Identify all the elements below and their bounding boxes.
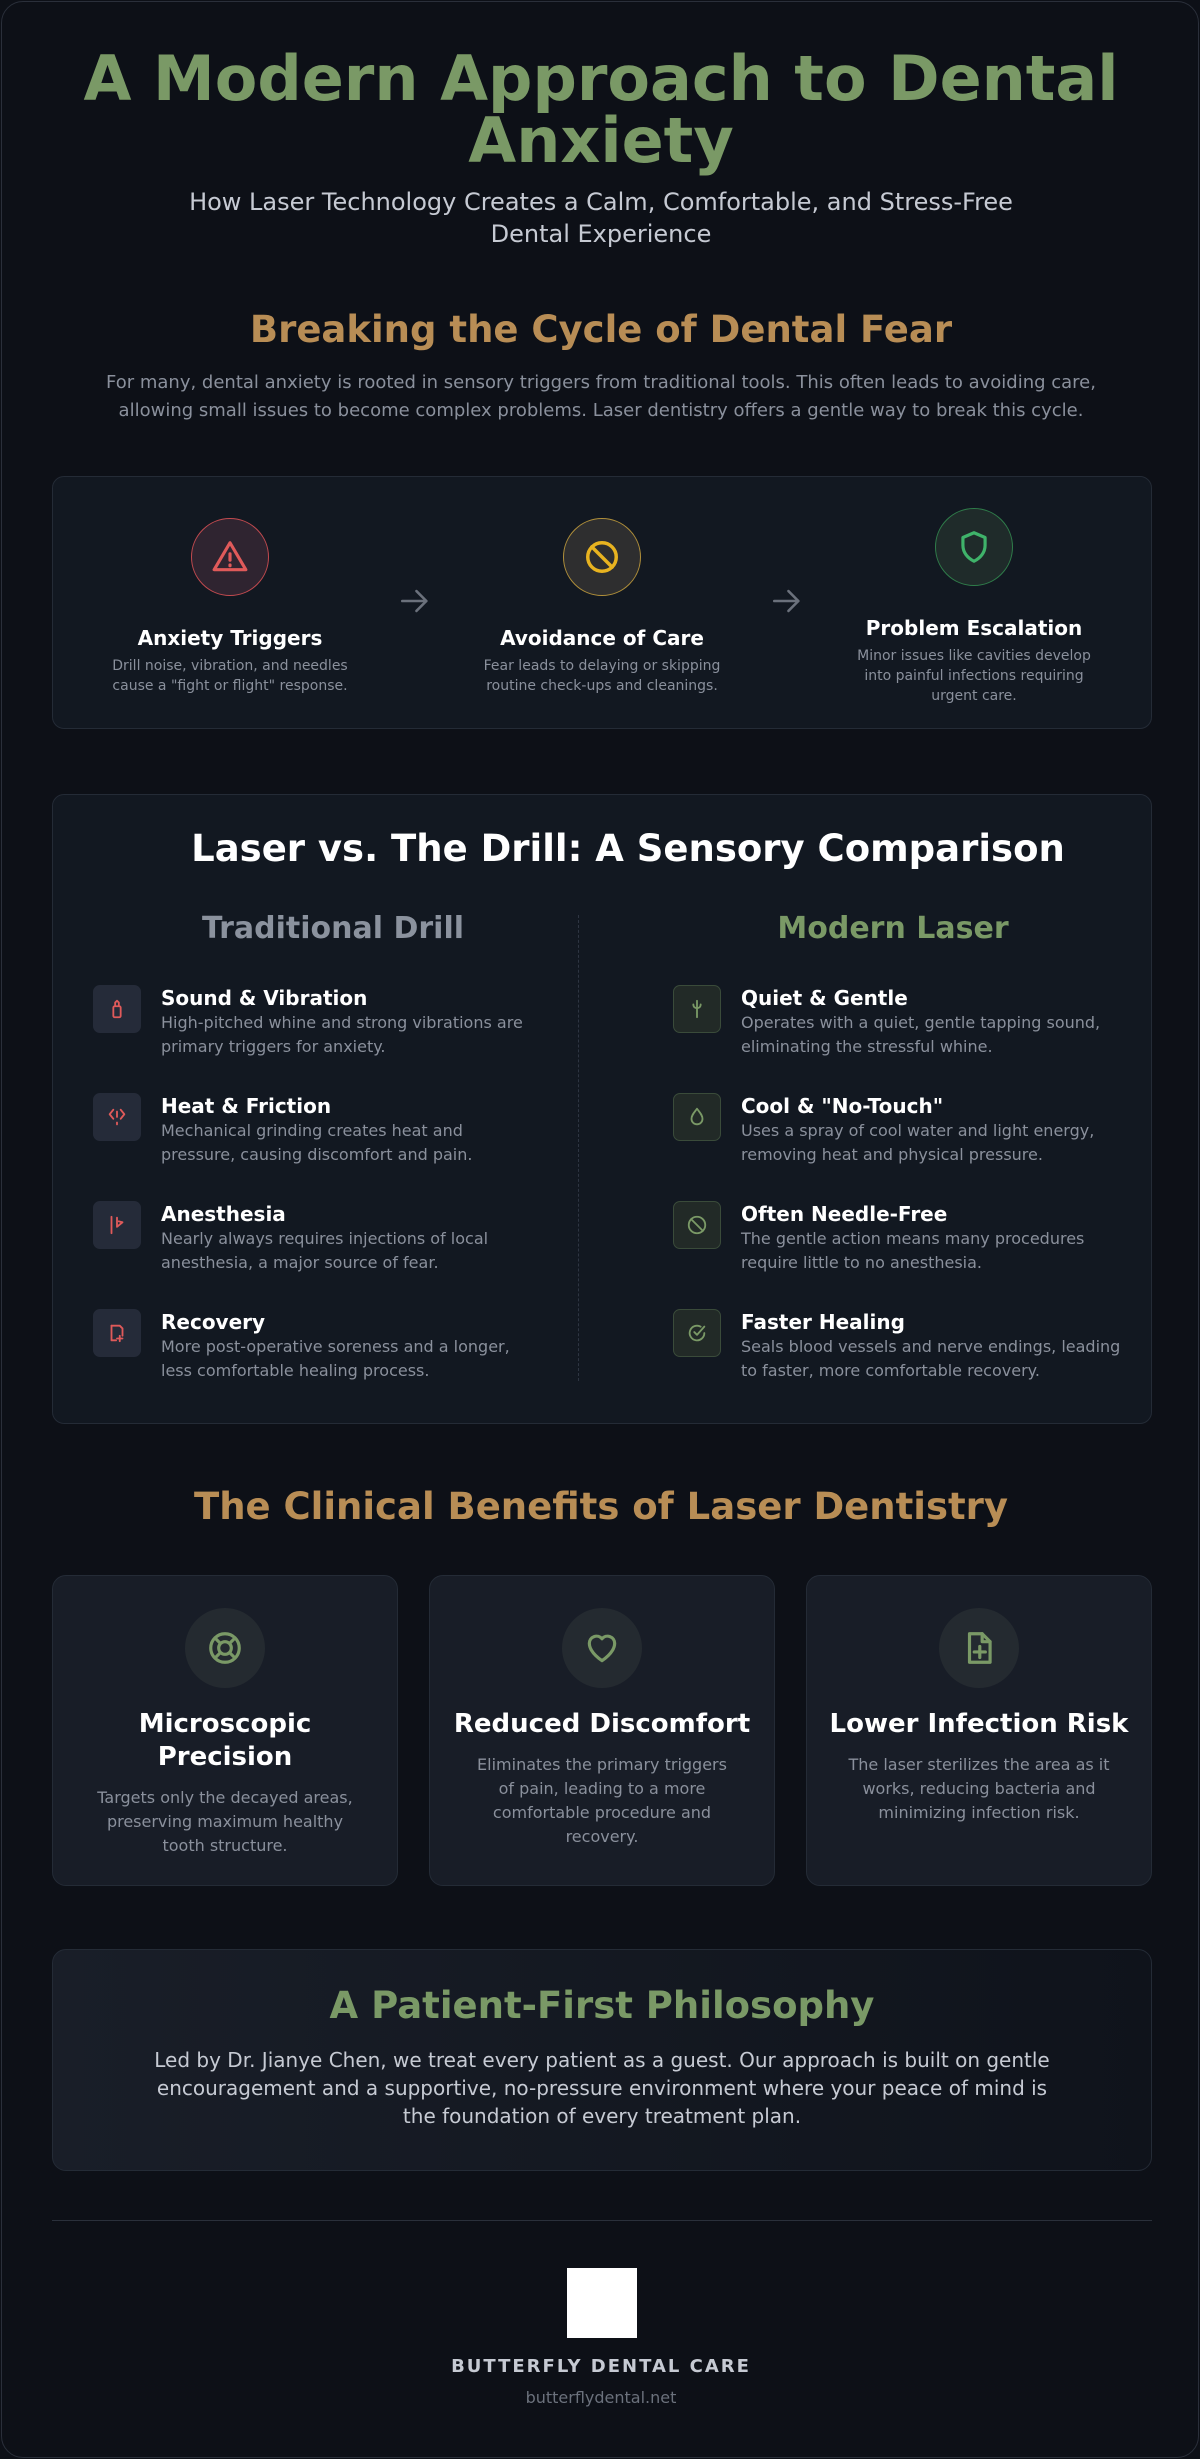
benefit-description: Eliminates the primary triggers of pain,… [477,1755,727,1846]
item-description: Mechanical grinding creates heat and pre… [161,1121,473,1164]
cycle-step-title: Anxiety Triggers [137,626,323,650]
benefit-title: Reduced Discomfort [453,1709,751,1739]
item-description: Uses a spray of cool water and light ene… [741,1121,1095,1164]
benefit-card-infection: Lower Infection Risk The laser sterilize… [806,1575,1152,1886]
shield-icon [935,508,1013,586]
syringe-icon [93,1201,141,1249]
cycle-step-avoidance: Avoidance of Care Fear leads to delaying… [472,518,732,696]
water-drop-icon [673,1093,721,1141]
no-entry-icon [563,518,641,596]
no-needle-icon [673,1201,721,1249]
comparison-title: Laser vs. The Drill: A Sensory Compariso… [191,827,1065,870]
item-title: Faster Healing [741,1310,905,1334]
medical-file-icon [939,1608,1019,1688]
cycle-section-description: For many, dental anxiety is rooted in se… [106,372,1096,421]
arrow-right-icon [400,589,428,613]
cycle-step-description: Minor issues like cavities develop into … [857,648,1091,704]
column-heading-laser: Modern Laser [777,911,1009,946]
item-title: Heat & Friction [161,1094,332,1118]
philosophy-panel: A Patient-First Philosophy Led by Dr. Ji… [52,1949,1152,2171]
cycle-section-title: Breaking the Cycle of Dental Fear [249,308,953,351]
cycle-step-description: Fear leads to delaying or skipping routi… [483,658,721,694]
item-description: The gentle action means many procedures … [741,1229,1085,1272]
benefit-card-precision: Microscopic Precision Targets only the d… [52,1575,398,1886]
philosophy-text: Led by Dr. Jianye Chen, we treat every p… [154,2048,1050,2128]
recovery-note-icon [93,1309,141,1357]
item-title: Recovery [161,1310,266,1334]
check-circle-icon [673,1309,721,1357]
laser-beam-icon [673,985,721,1033]
benefit-description: The laser sterilizes the area as it work… [848,1755,1110,1822]
cycle-step-anxiety-triggers: Anxiety Triggers Drill noise, vibration,… [100,518,360,696]
footer-divider [52,2220,1152,2221]
brand-name: BUTTERFLY DENTAL CARE [451,2356,751,2377]
warning-triangle-icon [191,518,269,596]
item-title: Cool & "No-Touch" [741,1094,944,1118]
item-description: Seals blood vessels and nerve endings, l… [741,1337,1121,1380]
item-description: High-pitched whine and strong vibrations… [161,1013,523,1056]
logo [567,2268,637,2338]
item-description: More post-operative soreness and a longe… [161,1337,510,1380]
cycle-step-description: Drill noise, vibration, and needles caus… [112,658,348,694]
cycle-step-escalation: Problem Escalation Minor issues like cav… [844,508,1104,706]
benefit-title: Microscopic Precision [138,1709,312,1772]
item-title: Often Needle-Free [741,1202,948,1226]
drill-bit-icon [93,985,141,1033]
comparison-panel: Laser vs. The Drill: A Sensory Compariso… [52,794,1152,1424]
item-description: Nearly always requires injections of loc… [161,1229,489,1272]
benefit-title: Lower Infection Risk [829,1709,1129,1739]
item-title: Quiet & Gentle [741,986,908,1010]
item-title: Sound & Vibration [161,986,368,1010]
page-subtitle: How Laser Technology Creates a Calm, Com… [189,188,1013,248]
cycle-step-title: Problem Escalation [865,616,1083,640]
benefit-description: Targets only the decayed areas, preservi… [97,1788,353,1855]
item-title: Anesthesia [161,1202,286,1226]
benefit-card-discomfort: Reduced Discomfort Eliminates the primar… [429,1575,775,1886]
arrow-right-icon [772,589,800,613]
item-description: Operates with a quiet, gentle tapping so… [741,1013,1101,1056]
heart-icon [562,1608,642,1688]
column-divider [578,915,579,1381]
benefits-section-title: The Clinical Benefits of Laser Dentistry [193,1485,1009,1528]
column-heading-drill: Traditional Drill [201,911,465,946]
cycle-step-title: Avoidance of Care [500,626,704,650]
friction-heat-icon [93,1093,141,1141]
lifebuoy-icon [185,1608,265,1688]
page-title: A Modern Approach to Dental Anxiety [83,42,1119,177]
philosophy-title: A Patient-First Philosophy [329,1984,875,2027]
website-link[interactable]: butterflydental.net [525,2388,677,2407]
